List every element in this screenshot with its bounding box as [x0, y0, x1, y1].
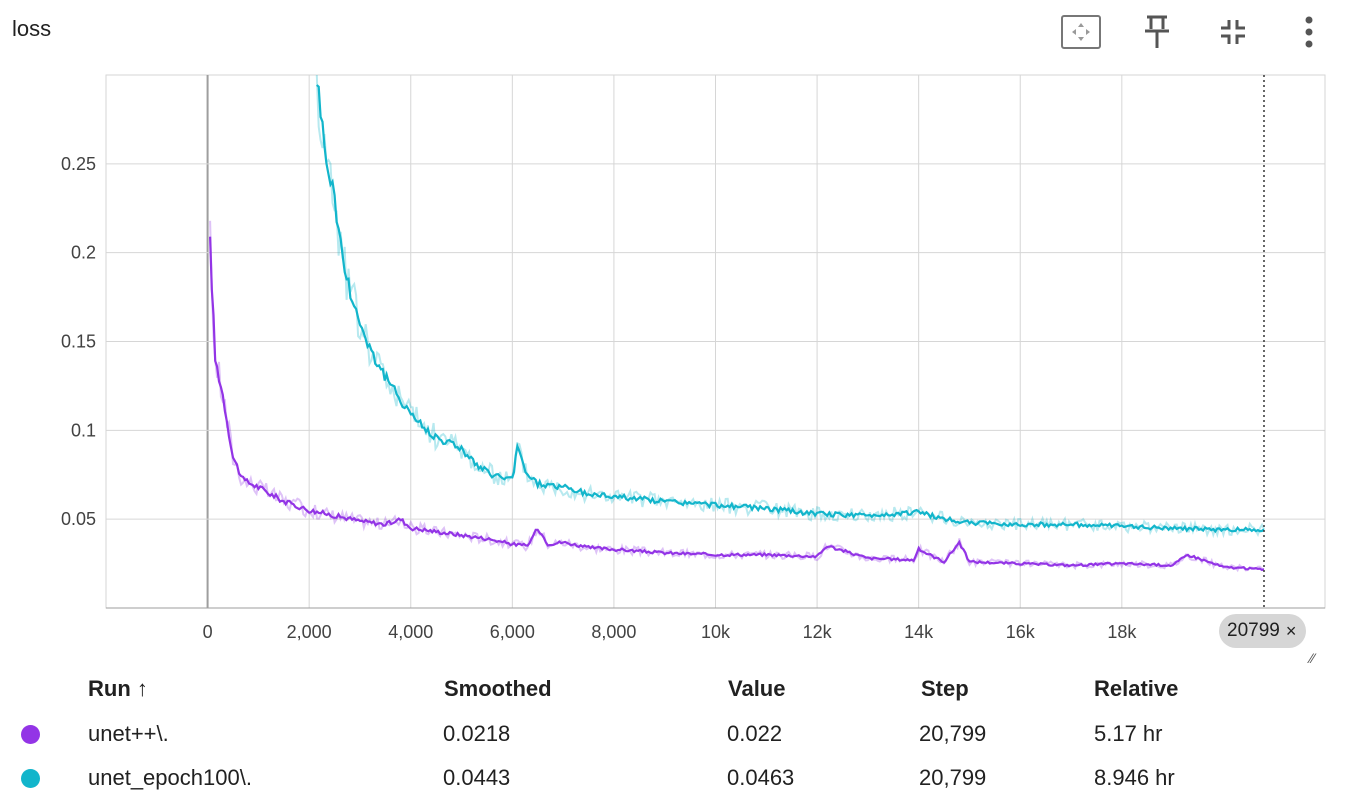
column-header-step[interactable]: Step [921, 676, 969, 701]
hover-step-label: 20799 [1227, 620, 1280, 641]
series-line-0 [209, 236, 1265, 572]
y-tick-label: 0.1 [71, 420, 96, 440]
column-header-relative[interactable]: Relative [1094, 676, 1179, 701]
run-value: 0.0463 [727, 765, 795, 790]
pin-icon [1145, 15, 1169, 48]
column-header-run[interactable]: Run ↑ [88, 676, 148, 701]
close-icon[interactable]: × [1285, 620, 1297, 641]
more-options-button[interactable] [1289, 12, 1329, 52]
x-tick-label: 18k [1107, 622, 1137, 642]
fit-domain-icon [1061, 15, 1101, 49]
x-tick-label: 10k [701, 622, 731, 642]
x-tick-label: 8,000 [591, 622, 636, 642]
run-relative: 5.17 hr [1094, 721, 1163, 746]
run-smoothed: 0.0218 [443, 721, 511, 746]
column-header-smoothed[interactable]: Smoothed [444, 676, 552, 701]
chart-title: loss [12, 16, 52, 41]
series-raw-line [209, 220, 1265, 573]
y-tick-label: 0.15 [61, 332, 96, 352]
run-color-dot[interactable] [21, 725, 40, 744]
more-vert-icon [1305, 16, 1313, 48]
y-tick-label: 0.05 [61, 509, 96, 529]
column-header-value[interactable]: Value [728, 676, 786, 701]
chart-toolbar [1025, 12, 1329, 52]
collapse-button[interactable] [1213, 12, 1253, 52]
collapse-icon [1221, 20, 1245, 44]
x-tick-label: 2,000 [287, 622, 332, 642]
run-name: unet_epoch100\. [88, 765, 252, 790]
fit-domain-button[interactable] [1061, 12, 1101, 52]
series-line-1 [316, 84, 1265, 534]
y-tick-label: 0.2 [71, 243, 96, 263]
x-tick-label: 16k [1006, 622, 1036, 642]
y-tick-label: 0.25 [61, 154, 96, 174]
x-tick-label: 0 [203, 622, 213, 642]
loss-line-chart[interactable]: 0 2,000 4,000 6,000 8,000 10k 12k 14k 16k 18k 0.05… [0, 60, 1345, 650]
run-step: 20,799 [919, 721, 987, 746]
run-value: 0.022 [727, 721, 783, 746]
run-relative: 8.946 hr [1094, 765, 1175, 790]
run-color-dot[interactable] [21, 769, 40, 788]
x-tick-label: 6,000 [490, 622, 535, 642]
x-tick-label: 4,000 [388, 622, 433, 642]
x-tick-label: 14k [904, 622, 934, 642]
run-name: unet++\. [88, 721, 169, 746]
resize-handle-icon[interactable]: ⁄⁄ [1310, 650, 1315, 666]
hover-step-chip[interactable]: 20799 × [1219, 614, 1307, 648]
series-raw-line [315, 74, 1265, 539]
x-tick-label: 12k [803, 622, 833, 642]
pin-button[interactable] [1137, 12, 1177, 52]
run-smoothed: 0.0443 [443, 765, 511, 790]
run-step: 20,799 [919, 765, 987, 790]
